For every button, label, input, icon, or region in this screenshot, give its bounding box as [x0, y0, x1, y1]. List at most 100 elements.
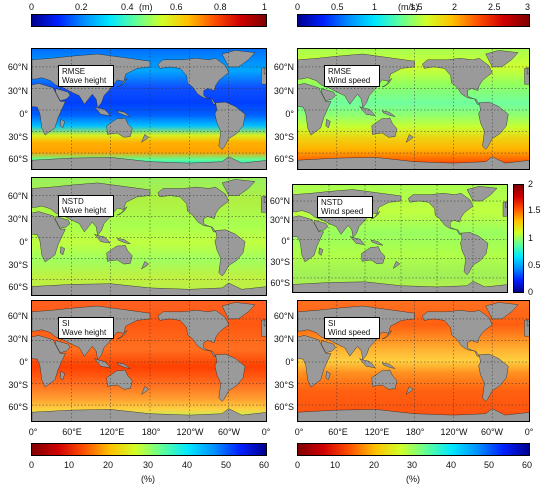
land-mass	[55, 340, 71, 353]
cbar-br-unit: (%)	[406, 474, 420, 484]
cbar-bl-unit: (%)	[141, 474, 155, 484]
cbar-mr-tick-2: 1	[528, 233, 534, 243]
panel-label: RMSE Wave height	[58, 65, 114, 87]
land-mass	[526, 320, 529, 327]
cbar-bl-tick-0: 0	[29, 460, 35, 470]
lat-label: 30°S	[8, 132, 28, 142]
cbar-bl-tick-4: 40	[182, 460, 193, 470]
land-mass	[382, 330, 392, 340]
land-mass	[157, 186, 229, 233]
lat-label: 30°N	[7, 86, 28, 96]
land-mass	[94, 233, 111, 244]
map-panel-si-wave: SI Wave height	[31, 300, 267, 422]
lat-label: 60°N	[269, 196, 290, 206]
land-mass	[370, 239, 384, 246]
lat-label: 30°N	[7, 334, 28, 344]
cbar-tl-tick-4: 0.8	[214, 2, 227, 12]
land-mass	[117, 78, 128, 88]
cbar-mr-tick-1: 1.5	[528, 205, 541, 215]
land-mass	[94, 358, 111, 368]
land-mass	[349, 236, 365, 245]
land-mass	[263, 196, 266, 203]
lon-label: 0°	[524, 427, 534, 437]
colorbar-top-right	[297, 14, 530, 27]
land-mass	[263, 68, 266, 75]
panel-metric: SI	[62, 319, 70, 328]
cbar-tl-tick-0: 0	[29, 2, 35, 12]
panel-label: NSTD Wind speed	[317, 196, 373, 218]
cbar-tl-unit: (m)	[139, 2, 153, 12]
land-mass	[221, 50, 256, 68]
lat-label: 60°S	[8, 282, 28, 292]
lat-label: 30°S	[274, 380, 294, 390]
panel-variable: Wave height	[62, 328, 107, 337]
land-mass	[314, 220, 329, 232]
lon-label: 0°	[294, 427, 304, 437]
lon-label: 120°E	[364, 427, 390, 437]
land-mass	[460, 232, 489, 276]
lon-label: 60°W	[480, 427, 504, 437]
land-mass	[392, 260, 401, 269]
map-panel-si-wind: SI Wind speed	[297, 300, 530, 422]
cbar-mr-tick-0: 2	[528, 179, 534, 189]
panel-label: SI Wind speed	[324, 317, 380, 339]
lat-label: 60°S	[274, 154, 294, 164]
cbar-tr-unit: (m/s)	[398, 2, 419, 12]
map-panel-rmse-wave: RMSE Wave height	[31, 48, 267, 170]
land-mass	[466, 186, 498, 202]
map-svg	[298, 49, 529, 169]
lon-label: 60°E	[328, 427, 348, 437]
colorbar-bottom-right	[297, 443, 530, 456]
land-mass	[141, 260, 150, 270]
land-mass	[371, 117, 398, 138]
land-mass	[359, 358, 376, 368]
land-mass	[407, 193, 474, 235]
panel-variable: Wave height	[62, 76, 107, 85]
lon-label: 60°W	[217, 427, 241, 437]
land-mass	[485, 302, 519, 320]
lat-label: 60°S	[8, 154, 28, 164]
lat-label: 60°S	[8, 402, 28, 412]
land-mass	[157, 310, 229, 357]
land-mass	[32, 282, 266, 295]
land-mass	[485, 50, 519, 68]
land-mass	[59, 118, 66, 129]
cbar-tl-tick-5: 1	[262, 2, 268, 12]
land-mass	[298, 156, 529, 169]
land-mass	[221, 179, 256, 196]
land-mass	[59, 370, 66, 381]
panel-label: SI Wave height	[58, 317, 114, 339]
land-mass	[221, 302, 256, 320]
cbar-br-tick-5: 50	[484, 460, 495, 470]
land-mass	[116, 362, 131, 369]
lat-label: 60°N	[273, 311, 294, 321]
lon-label: 180°	[405, 427, 425, 437]
land-mass	[325, 118, 331, 129]
cbar-bl-tick-5: 50	[221, 460, 232, 470]
land-mass	[55, 88, 71, 101]
land-mass	[325, 370, 331, 381]
cbar-bl-tick-6: 60	[259, 460, 270, 470]
lat-label: 0°	[281, 236, 290, 246]
land-mass	[263, 320, 266, 327]
cbar-br-tick-2: 20	[369, 460, 380, 470]
colorbar-mid-right	[513, 184, 524, 293]
lat-label: 30°N	[273, 334, 294, 344]
cbar-br-tick-1: 10	[330, 460, 341, 470]
lon-label: 120°W	[176, 427, 204, 437]
land-mass	[94, 106, 111, 116]
land-mass	[32, 408, 266, 421]
land-mass	[371, 369, 398, 390]
lon-label: 120°E	[99, 427, 125, 437]
lat-label: 60°N	[273, 62, 294, 72]
panel-label: RMSE Wind speed	[324, 65, 380, 87]
lon-label: 180°	[141, 427, 161, 437]
lat-label: 30°S	[8, 260, 28, 270]
map-panel-rmse-wind: RMSE Wind speed	[297, 48, 530, 170]
panel-metric: NSTD	[62, 197, 84, 206]
land-mass	[422, 58, 493, 105]
land-mass	[106, 117, 133, 138]
map-panel-nstd-wind: NSTD Wind speed	[292, 184, 508, 293]
land-mass	[214, 353, 246, 402]
cbar-tl-tick-1: 0.2	[75, 2, 88, 12]
